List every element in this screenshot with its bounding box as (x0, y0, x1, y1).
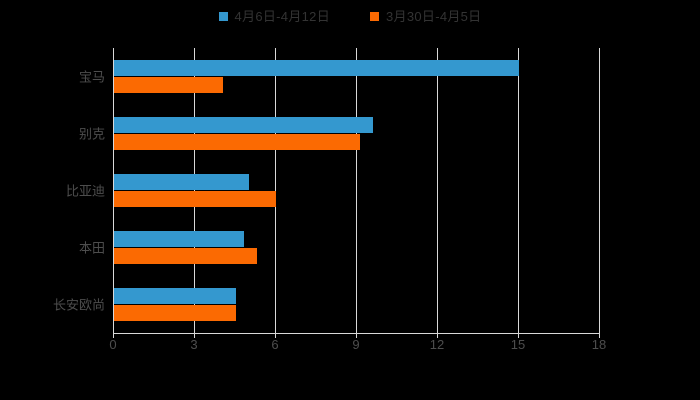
x-axis-tick (194, 333, 195, 338)
y-axis-line (113, 48, 114, 333)
legend-square-marker-icon (218, 12, 228, 21)
x-axis-label: 18 (591, 337, 607, 352)
y-axis-label: 宝马 (78, 69, 105, 84)
gridline (599, 48, 600, 333)
bar-series-b (114, 248, 258, 264)
gridline (275, 48, 276, 333)
legend-item[interactable]: 3月30日-4月5日 (370, 10, 481, 23)
x-axis-tick (599, 333, 600, 338)
gridline (518, 48, 519, 333)
gridline (356, 48, 357, 333)
bar-series-b (114, 191, 276, 207)
legend-label: 3月30日-4月5日 (386, 9, 482, 24)
legend-item[interactable]: 4月6日-4月12日 (218, 9, 330, 24)
bar-series-b (114, 77, 224, 93)
x-axis-label: 9 (352, 337, 360, 352)
plot-area (113, 48, 600, 338)
x-axis-tick (113, 333, 114, 338)
x-axis-tick (275, 333, 276, 338)
x-axis-label: 0 (109, 337, 117, 352)
bar-series-b (114, 305, 236, 321)
x-axis-label: 12 (429, 337, 445, 352)
x-axis-labels: 0 3 6 9 12 15 18 (109, 337, 606, 358)
x-axis-label: 3 (190, 337, 198, 352)
y-axis-labels: 宝马别克比亚迪本田长安欧尚 (0, 48, 105, 333)
y-axis-label: 本田 (78, 240, 105, 255)
y-axis-label: 长安欧尚 (52, 297, 105, 312)
x-axis-label: 15 (510, 337, 526, 352)
chart-legend: 4月6日-4月12日 3月30日-4月5日 (0, 10, 700, 23)
y-axis-label: 别克 (78, 126, 105, 141)
bar-series-a (114, 174, 249, 190)
gridline (194, 48, 195, 333)
legend-label: 4月6日-4月12日 (234, 9, 330, 24)
x-axis-tick (356, 333, 357, 338)
gridline (437, 48, 438, 333)
bar-series-a (114, 60, 519, 76)
bar-series-b (114, 134, 360, 150)
y-axis-label: 比亚迪 (65, 183, 105, 198)
x-axis-tick (437, 333, 438, 338)
bar-series-a (114, 231, 244, 247)
x-axis-label: 6 (271, 337, 279, 352)
bar-series-a (114, 288, 236, 304)
x-axis-tick (518, 333, 519, 338)
legend-square-marker-icon (370, 12, 379, 21)
bar-series-a (114, 117, 374, 133)
